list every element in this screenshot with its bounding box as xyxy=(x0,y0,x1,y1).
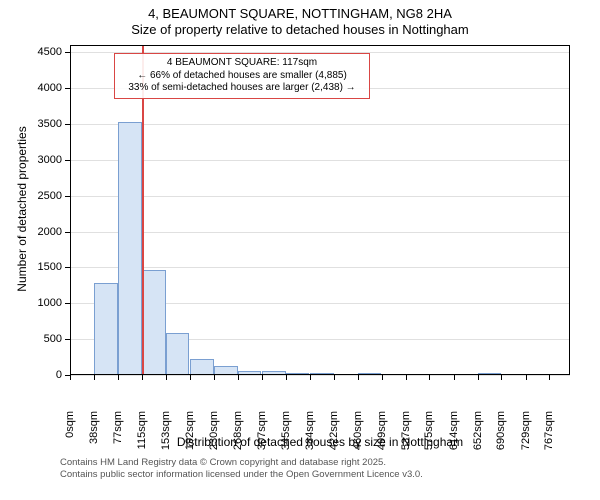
x-axis-line xyxy=(70,374,570,375)
xtick-mark xyxy=(118,375,119,380)
xtick-mark xyxy=(214,375,215,380)
ytick-mark xyxy=(65,339,70,340)
y-axis-line xyxy=(70,45,71,375)
ytick-label: 1500 xyxy=(30,261,62,273)
ytick-label: 0 xyxy=(30,369,62,381)
ytick-label: 2000 xyxy=(30,226,62,238)
xtick-mark xyxy=(429,375,430,380)
xtick-mark xyxy=(454,375,455,380)
ytick-mark xyxy=(65,267,70,268)
x-axis-label: Distribution of detached houses by size … xyxy=(70,435,570,449)
title-line2: Size of property relative to detached ho… xyxy=(0,22,600,38)
ytick-label: 4000 xyxy=(30,82,62,94)
callout-box: 4 BEAUMONT SQUARE: 117sqm ← 66% of detac… xyxy=(114,53,370,99)
ytick-label: 2500 xyxy=(30,190,62,202)
xtick-mark xyxy=(358,375,359,380)
chart-stage: 4, BEAUMONT SQUARE, NOTTINGHAM, NG8 2HA … xyxy=(0,0,600,500)
xtick-mark xyxy=(238,375,239,380)
footnote: Contains HM Land Registry data © Crown c… xyxy=(60,457,423,482)
title-line1: 4, BEAUMONT SQUARE, NOTTINGHAM, NG8 2HA xyxy=(0,6,600,22)
ytick-label: 500 xyxy=(30,333,62,345)
xtick-mark xyxy=(334,375,335,380)
footnote-line2: Contains public sector information licen… xyxy=(60,469,423,481)
xtick-mark xyxy=(142,375,143,380)
title-block: 4, BEAUMONT SQUARE, NOTTINGHAM, NG8 2HA … xyxy=(0,6,600,39)
xtick-mark xyxy=(406,375,407,380)
callout-line2: ← 66% of detached houses are smaller (4,… xyxy=(121,70,363,83)
ytick-label: 4500 xyxy=(30,46,62,58)
y-axis-label: Number of detached properties xyxy=(15,109,29,309)
xtick-mark xyxy=(94,375,95,380)
xtick-mark xyxy=(70,375,71,380)
ytick-label: 3500 xyxy=(30,118,62,130)
ytick-mark xyxy=(65,196,70,197)
ytick-label: 1000 xyxy=(30,297,62,309)
xtick-mark xyxy=(526,375,527,380)
xtick-mark xyxy=(382,375,383,380)
ytick-mark xyxy=(65,88,70,89)
ytick-mark xyxy=(65,52,70,53)
ytick-label: 3000 xyxy=(30,154,62,166)
ytick-mark xyxy=(65,124,70,125)
ytick-mark xyxy=(65,160,70,161)
xtick-mark xyxy=(310,375,311,380)
gridline xyxy=(70,375,570,376)
ytick-mark xyxy=(65,303,70,304)
ytick-mark xyxy=(65,232,70,233)
callout-line1: 4 BEAUMONT SQUARE: 117sqm xyxy=(121,57,363,70)
xtick-mark xyxy=(286,375,287,380)
footnote-line1: Contains HM Land Registry data © Crown c… xyxy=(60,457,423,469)
xtick-mark xyxy=(190,375,191,380)
xtick-mark xyxy=(549,375,550,380)
callout-line3: 33% of semi-detached houses are larger (… xyxy=(121,82,363,95)
xtick-mark xyxy=(166,375,167,380)
xtick-mark xyxy=(501,375,502,380)
xtick-mark xyxy=(478,375,479,380)
xtick-mark xyxy=(262,375,263,380)
